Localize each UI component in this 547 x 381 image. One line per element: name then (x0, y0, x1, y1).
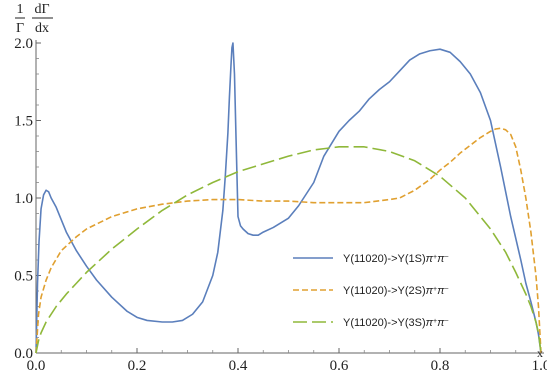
x-tick-label: 0.0 (27, 358, 46, 374)
ylabel-den-left: Γ (16, 21, 24, 36)
legend: Υ(11020)->Υ(1S)π+π− Υ(11020)->Υ(2S)π+π− … (293, 253, 449, 329)
legend-label-3s: Υ(11020)->Υ(3S)π+π− (343, 317, 449, 329)
y-tick-label: 0.0 (14, 346, 33, 362)
legend-label-1s: Υ(11020)->Υ(1S)π+π− (343, 253, 449, 265)
series-line-1s (35, 42, 542, 354)
plot-lines (35, 42, 542, 354)
series-line-3s (35, 146, 542, 354)
x-tick-label: 0.4 (229, 358, 248, 374)
legend-label-2s: Υ(11020)->Υ(2S)π+π− (343, 285, 449, 297)
y-tick-label: 1.0 (14, 191, 33, 207)
y-tick-label: 0.5 (14, 269, 33, 285)
ylabel-num-right: dΓ (34, 2, 49, 17)
x-tick-label: 0.8 (431, 358, 450, 374)
x-axis-label: x (537, 346, 543, 360)
axes (35, 40, 544, 354)
x-tick-label: 1.0 (532, 358, 547, 374)
ylabel-den-right: dx (35, 21, 49, 36)
y-tick-label: 1.5 (14, 114, 33, 130)
x-tick-label: 0.6 (330, 358, 349, 374)
legend-entry-2s: Υ(11020)->Υ(2S)π+π− (293, 285, 449, 297)
ticks: 0.0 0.2 0.4 0.6 0.8 1.0 0.0 0.5 1.0 1.5 2.0 (14, 36, 547, 374)
legend-entry-1s: Υ(11020)->Υ(1S)π+π− (293, 253, 449, 265)
legend-entry-3s: Υ(11020)->Υ(3S)π+π− (293, 317, 449, 329)
x-tick-label: 0.2 (128, 358, 147, 374)
y-tick-label: 2.0 (14, 36, 33, 52)
series-line-2s (35, 127, 542, 354)
y-axis-label: 1 dΓ Γ dx (15, 2, 53, 36)
ylabel-num-left: 1 (17, 2, 24, 17)
